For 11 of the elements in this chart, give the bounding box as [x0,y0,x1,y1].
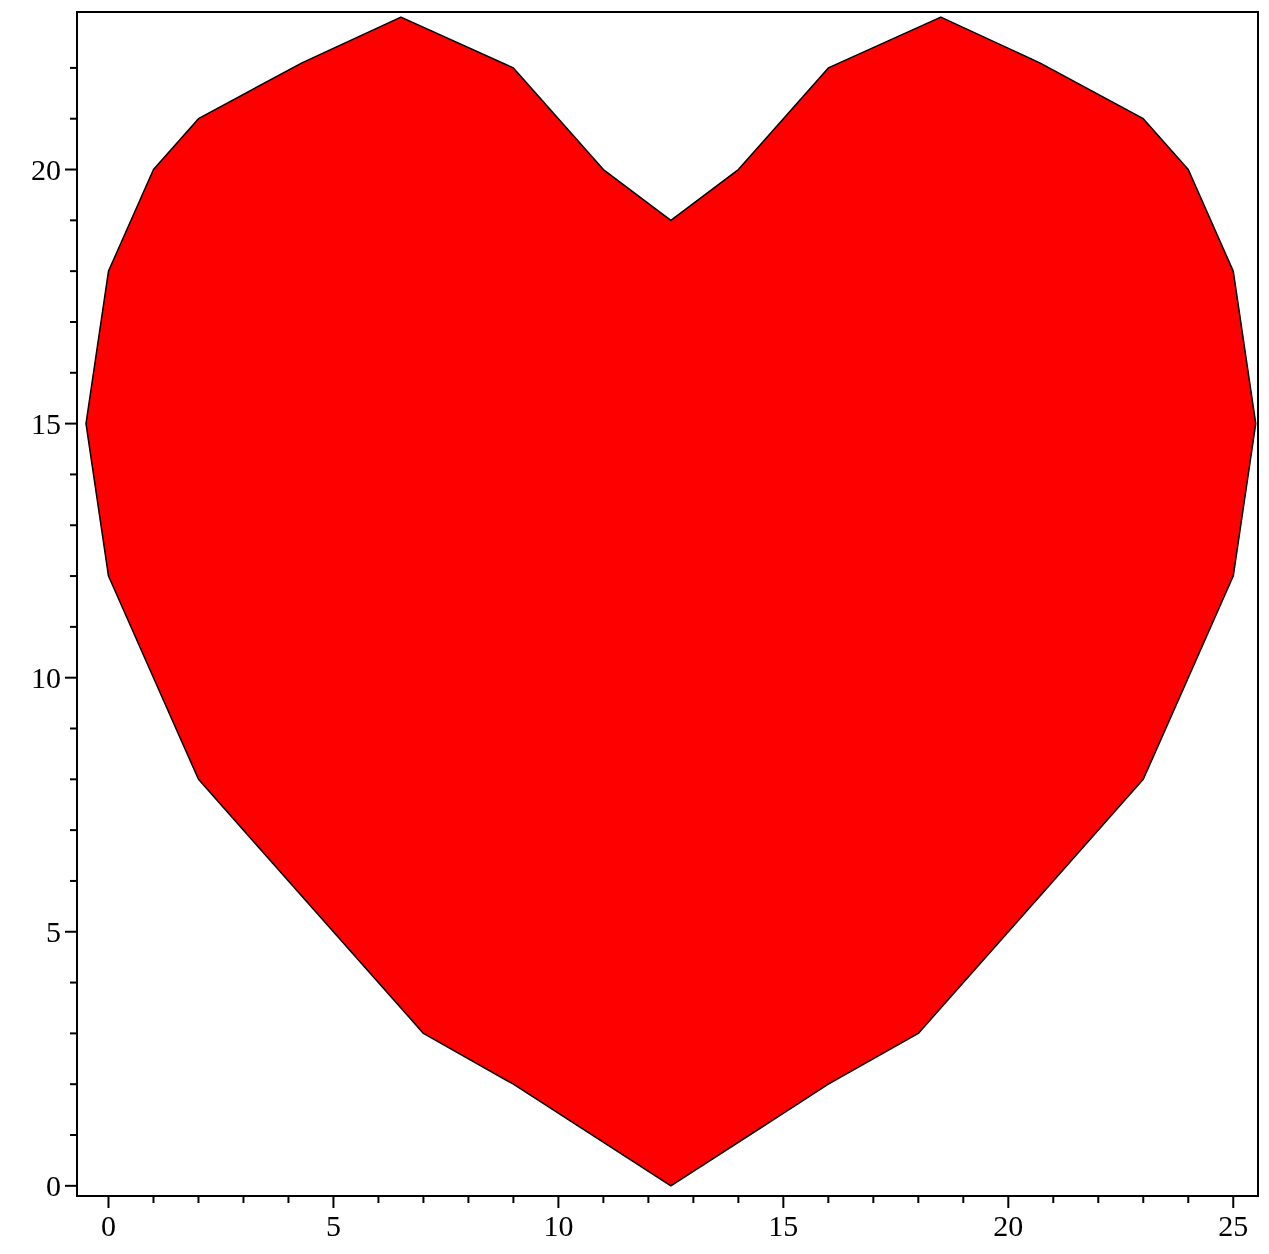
y-tick-label: 5 [46,915,61,949]
y-tick-label: 10 [31,661,61,695]
y-tick-label: 0 [46,1169,61,1203]
x-tick-label: 10 [543,1209,574,1242]
y-tick-label: 15 [31,407,61,441]
x-tick-label: 25 [1218,1209,1249,1242]
y-tick-label: 20 [31,153,61,187]
x-tick-label: 20 [993,1209,1024,1242]
x-tick-label: 5 [325,1209,341,1242]
x-tick-label: 15 [768,1209,799,1242]
x-tick-label: 0 [100,1209,116,1242]
